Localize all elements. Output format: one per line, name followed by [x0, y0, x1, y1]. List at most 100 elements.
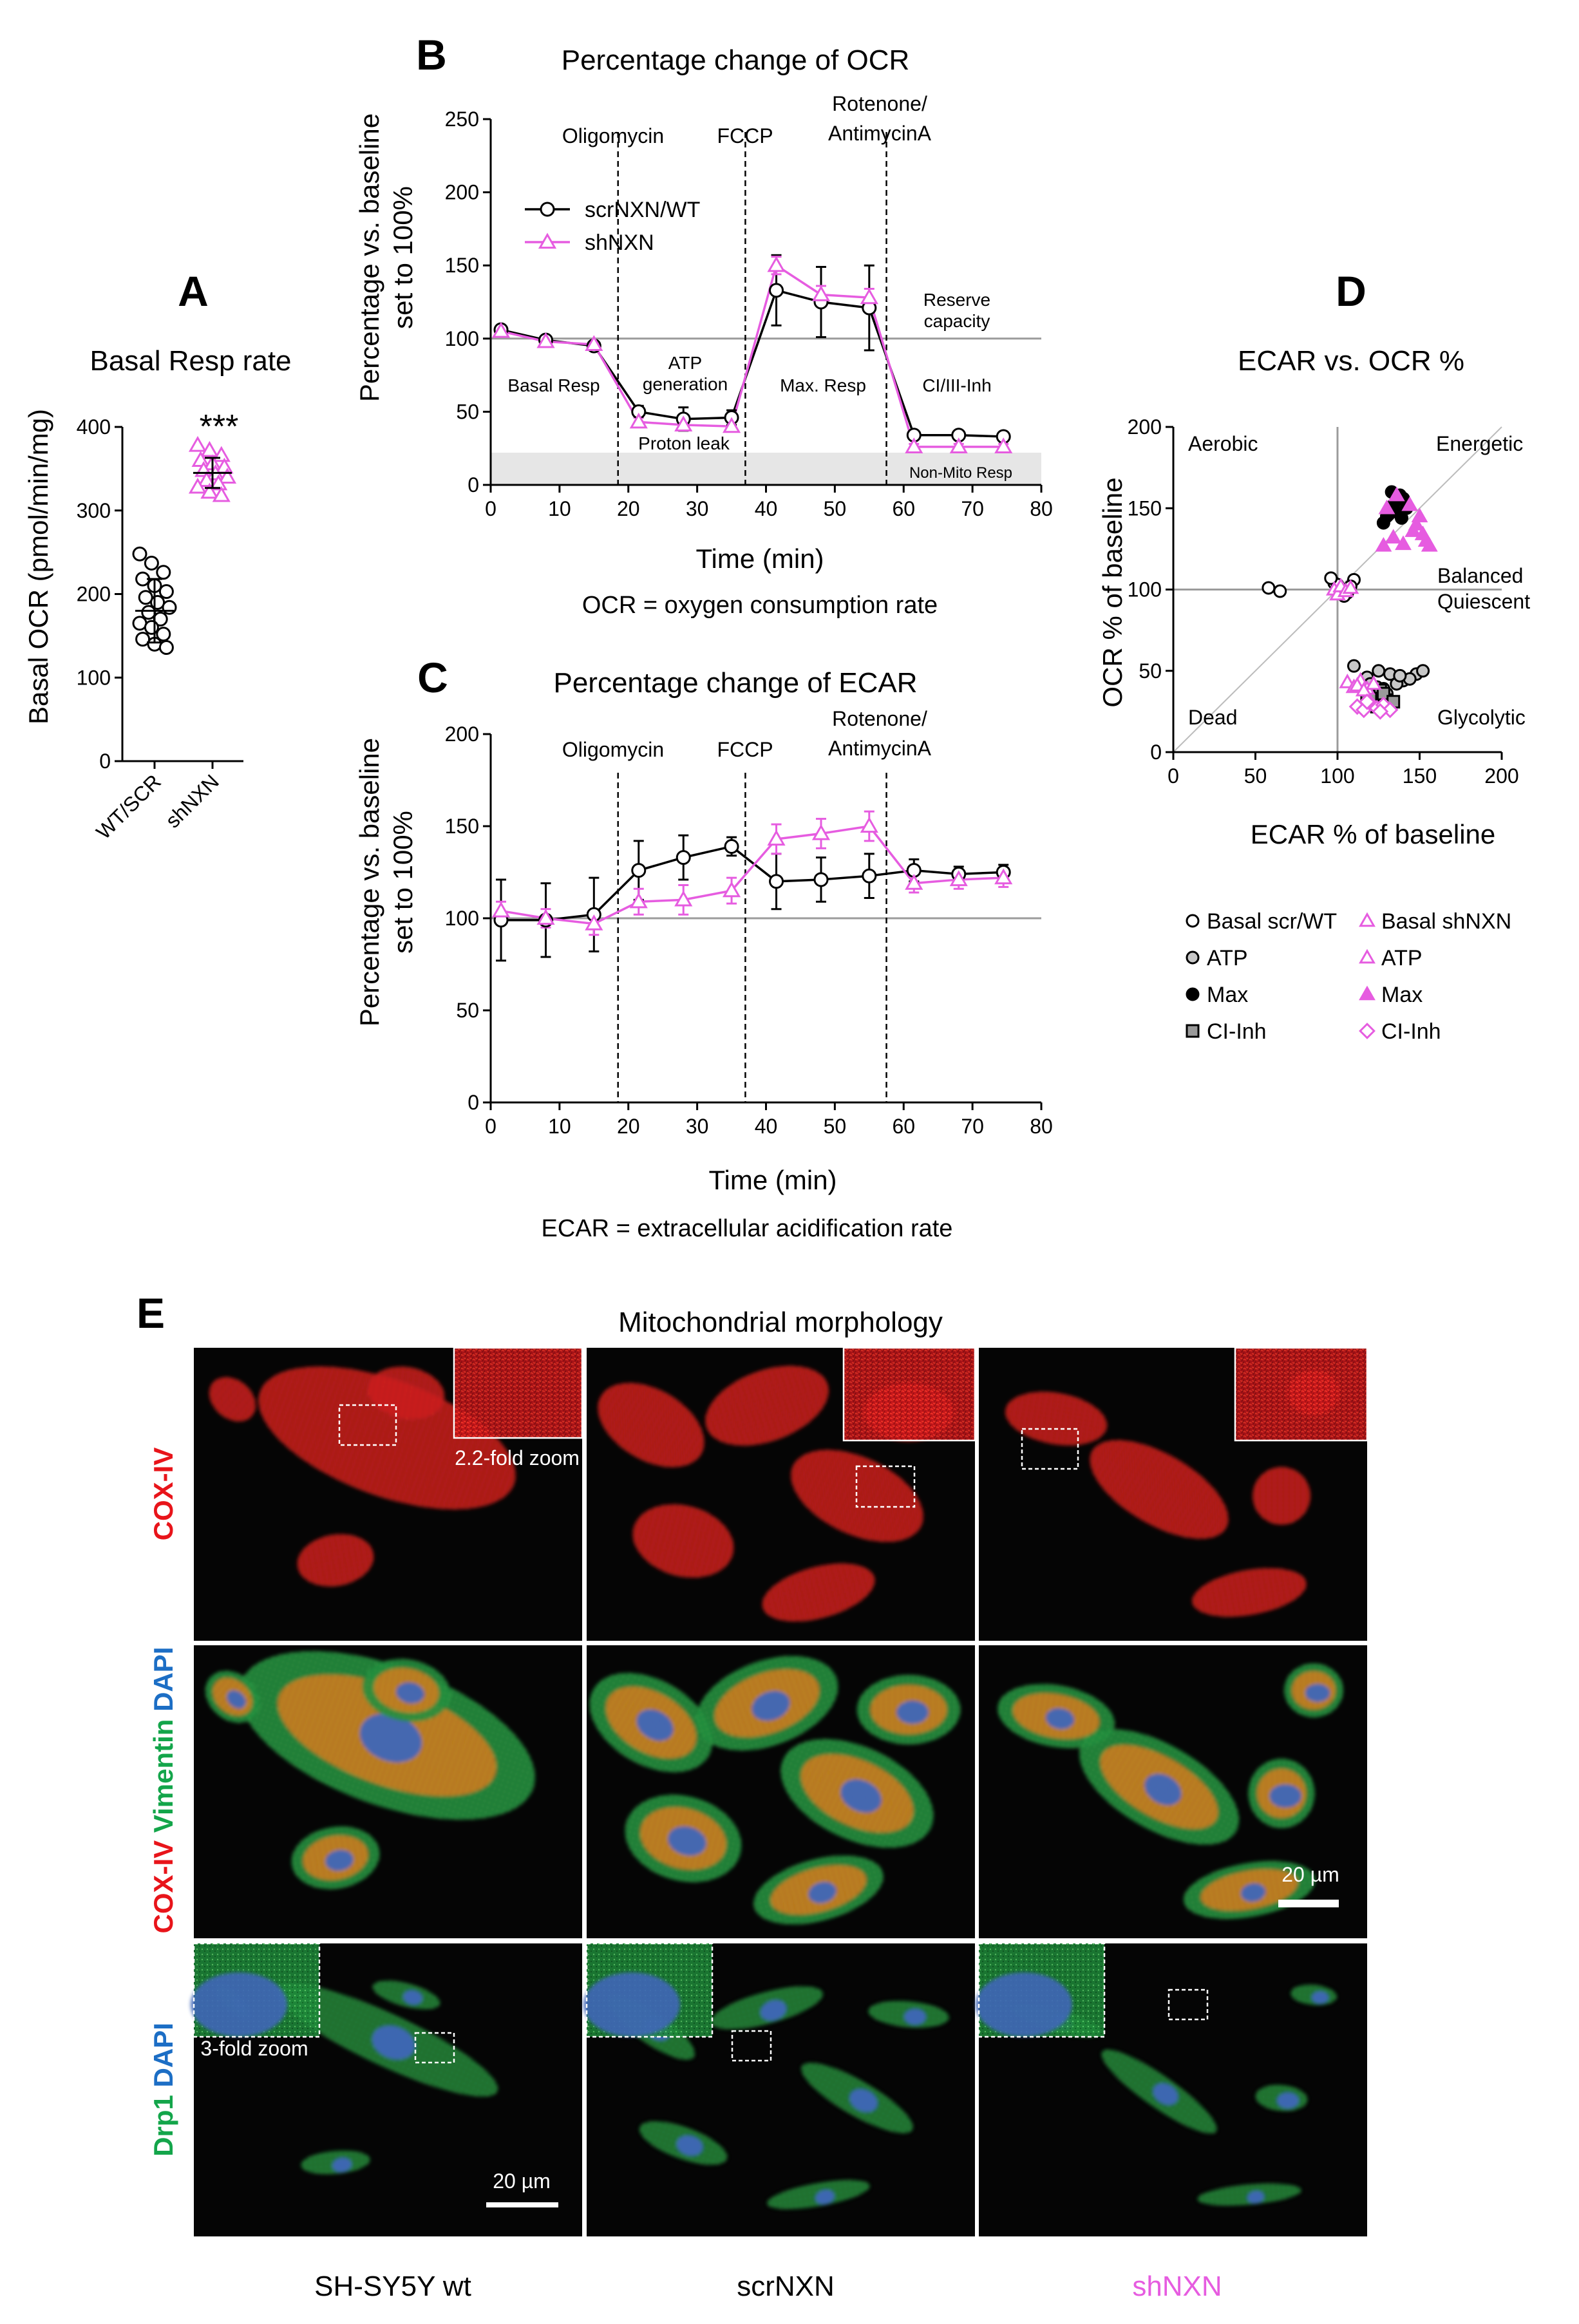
micrograph-grid: 2.2-fold zoom 3-fold zoom 20 µm 20 µm	[191, 1346, 1368, 2236]
data-point	[949, 870, 968, 887]
row-label-3: Drp1 DAPI	[148, 2023, 178, 2157]
cell-body	[209, 1377, 256, 1422]
column-label-2: scrNXN	[737, 2271, 835, 2302]
y-tick-label: 0	[468, 1091, 479, 1114]
cell-layer	[205, 1651, 535, 1889]
nucleus	[760, 1999, 787, 2021]
rotenone-label: Rotenone/	[832, 707, 927, 730]
zoom-region-box	[855, 1465, 916, 1508]
x-tick-label: 200	[1484, 764, 1518, 788]
data-point	[905, 874, 923, 890]
scale-label-bottom: 20 µm	[493, 2169, 551, 2193]
data-point	[200, 440, 219, 457]
region-label: capacity	[924, 311, 990, 331]
row-label-part: COX-IV	[148, 1840, 178, 1934]
panel-c-title: Percentage change of ECAR	[553, 667, 917, 699]
non-mito-label: Non-Mito Resp	[909, 464, 1012, 482]
cell-body	[258, 1366, 516, 1509]
data-point	[722, 417, 741, 433]
cell-body	[368, 1366, 445, 1419]
y-tick-label: 200	[77, 583, 111, 606]
cell-body	[1090, 1440, 1229, 1539]
data-point	[144, 555, 159, 571]
nucleus	[896, 1701, 929, 1724]
data-point	[1273, 584, 1287, 598]
y-tick-label: 150	[445, 254, 479, 277]
zoom-inset	[1235, 1348, 1367, 1441]
y-tick-label: 0	[468, 473, 479, 496]
panel-b-title: Percentage change of OCR	[562, 44, 910, 76]
data-point	[1394, 511, 1408, 525]
region-label: CI/III-Inh	[922, 375, 991, 395]
data-point	[585, 335, 603, 352]
legend-label: Max	[1207, 983, 1248, 1007]
x-category-label: shNXN	[161, 770, 223, 832]
data-point	[905, 437, 923, 454]
legend-label: CI-Inh	[1207, 1019, 1267, 1044]
legend-label-wt: scrNXN/WT	[585, 198, 700, 222]
data-point	[188, 477, 207, 494]
legend-marker	[1359, 985, 1376, 1001]
data-point	[724, 838, 739, 854]
rotenone-label: Rotenone/	[832, 92, 927, 115]
nucleus	[676, 2135, 703, 2156]
inset-nucleus	[976, 1972, 1072, 2037]
data-point	[1358, 693, 1376, 710]
y-tick-label: 250	[445, 108, 479, 131]
x-tick-label: 70	[961, 497, 984, 520]
y-tick-label: 100	[1128, 578, 1162, 601]
zoom-label-top: 2.2-fold zoom	[455, 1446, 580, 1469]
row-label-part: DAPI	[148, 1647, 178, 1719]
data-point	[629, 892, 648, 909]
panel-b-xlabel: Time (min)	[695, 543, 824, 574]
legend-marker	[1359, 949, 1376, 964]
data-point	[158, 640, 174, 656]
quadrant-label: Glycolytic	[1437, 706, 1526, 729]
panel-d-plot: 0 50 100 150 200 0 50 100 150 200 Aerobic Energetic…	[1128, 415, 1531, 788]
scale-bar-bottom	[486, 2202, 558, 2207]
data-point	[811, 824, 831, 840]
data-point	[994, 437, 1013, 454]
data-point	[1365, 675, 1383, 690]
panel-d-legend: Basal scr/WT ATP Max CI-Inh Basal shNXN ATP Ma…	[1186, 909, 1511, 1044]
y-tick-label: 100	[77, 666, 111, 689]
cell-body	[598, 1383, 704, 1468]
nucleus	[840, 1779, 882, 1813]
nucleus	[1153, 2083, 1178, 2105]
data-point	[1385, 529, 1402, 543]
legend-marker	[1186, 987, 1200, 1001]
legend-label: Basal shNXN	[1381, 909, 1511, 934]
panel-b-ylabel-line1: Percentage vs. baseline	[354, 113, 384, 402]
cell-body	[632, 1504, 734, 1578]
antimycina-label: AntimycinA	[828, 737, 932, 760]
data-point	[862, 868, 877, 883]
data-point	[1393, 668, 1407, 683]
x-tick-label: 20	[617, 497, 640, 520]
quadrant-label: Dead	[1188, 706, 1238, 729]
x-tick-label: 70	[961, 1115, 984, 1138]
data-point	[158, 584, 174, 600]
data-point	[949, 437, 968, 454]
legend-label-sh: shNXN	[585, 231, 654, 255]
data-point	[1395, 535, 1412, 551]
y-tick-label: 100	[445, 907, 479, 930]
region-label: generation	[643, 374, 728, 394]
data-point	[860, 817, 878, 833]
data-point	[132, 546, 147, 562]
panel-e: E Mitochondrial morphology 2.2-fold zoom…	[137, 1289, 1368, 2302]
x-tick-label: 0	[485, 1115, 496, 1138]
x-tick-label: 30	[686, 497, 709, 520]
y-tick-label: 300	[77, 499, 111, 522]
panel-a: A Basal Resp rate Basal OCR (pmol/min/mg…	[23, 267, 292, 844]
row-label-part: Drp1	[148, 2095, 178, 2157]
nucleus	[815, 2189, 835, 2205]
y-tick-label: 400	[77, 415, 111, 439]
panel-letter-e: E	[137, 1289, 165, 1337]
nucleus	[668, 1826, 706, 1856]
micrograph-r2-c1	[194, 1645, 582, 1938]
panel-c: C Percentage change of ECAR Percentage v…	[354, 654, 1053, 1242]
data-point	[141, 605, 156, 620]
data-point	[1414, 525, 1432, 540]
